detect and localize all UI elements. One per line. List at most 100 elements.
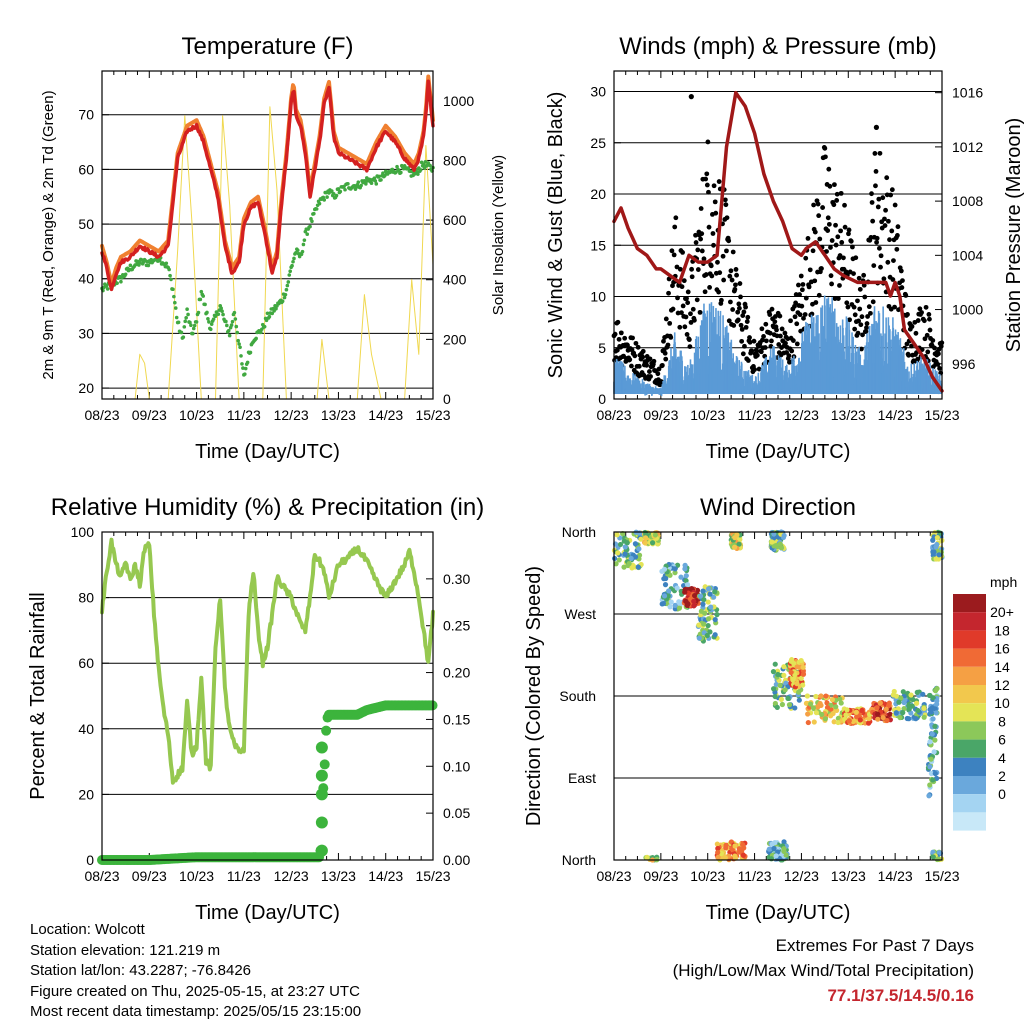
direction-point [736,541,742,547]
gust-point [838,190,844,196]
gust-point [857,306,863,312]
direction-point [928,756,934,762]
direction-point [782,687,788,693]
gust-point [754,352,760,358]
gust-point [666,290,671,296]
direction-point [732,843,738,849]
gust-point [733,267,739,272]
direction-point [691,603,697,609]
gust-point [813,300,819,305]
gust-point [726,238,732,244]
colorbar-label: 16 [994,641,1010,657]
gust-point [881,276,887,282]
dewpoint-point [364,182,368,186]
colorbar-swatch [953,776,986,795]
panel-2: Winds (mph) & Pressure (mb) Time (Day/UTC… [545,33,1024,463]
dewpoint-point [241,366,245,370]
gust-point [728,268,734,274]
precip-point [315,741,328,754]
y-tick-label-right: 600 [443,212,467,228]
gust-point [681,278,687,284]
gust-point [724,248,729,254]
colorbar-label: 0 [998,786,1006,802]
gust-point [693,232,698,238]
gust-point [841,255,846,261]
gust-point [640,348,646,354]
precip-point [319,759,330,770]
gust-point [731,323,737,328]
direction-point [807,701,814,707]
gust-point [745,314,751,320]
gust-point [760,337,765,343]
direction-point [887,711,893,717]
y-tick-label-left: 0 [598,391,606,407]
gust-point [689,266,694,272]
dewpoint-point [146,263,151,268]
gust-point [799,303,805,309]
gust-point [767,330,773,336]
x-tick-label: 12/23 [274,868,309,884]
gust-point [906,352,912,358]
gust-point [680,303,686,309]
direction-point [805,711,811,717]
gust-point [820,205,826,210]
direction-point [932,737,938,743]
dewpoint-point [291,259,295,264]
gust-point [870,299,876,305]
direction-point [874,705,880,711]
chart-title: Wind Direction [700,494,856,521]
direction-point [810,705,816,711]
gust-point [670,306,676,312]
dewpoint-point [325,195,329,199]
direction-point [649,540,656,546]
direction-point [929,731,935,737]
dewpoint-point [292,256,296,261]
dewpoint-point [208,327,213,332]
direction-point [781,532,787,539]
direction-point [770,686,777,692]
dewpoint-point [312,211,316,216]
gust-point [806,284,812,290]
gust-point [763,321,769,327]
direction-point [681,582,687,589]
direction-point [736,846,742,852]
direction-point [921,714,927,720]
direction-point [816,702,822,708]
gust-point [812,229,818,235]
dewpoint-point [294,251,298,255]
dewpoint-point [243,366,248,371]
gust-point [772,319,778,325]
gust-point [688,311,693,317]
gust-point [730,249,736,255]
y-tick-label-right: 800 [443,152,467,168]
y-axis-label: Direction (Colored By Speed) [523,566,545,826]
gust-point [844,300,850,306]
direction-point [662,582,669,588]
gust-point [742,343,747,349]
gust-point [835,234,841,240]
gust-point [739,326,745,332]
gust-point [829,238,835,243]
colorbar-swatch [953,812,986,831]
gust-point [872,151,878,156]
y-tick-label-left: South [559,688,596,704]
precip-point [315,844,328,857]
direction-point [773,853,779,859]
gust-point [809,311,815,317]
direction-point [936,552,942,558]
direction-point [857,717,863,723]
gust-point [701,256,707,262]
gust-point [870,218,876,224]
gust-point [695,267,701,272]
direction-point [644,854,650,860]
dewpoint-point [185,307,189,312]
gust-point [772,314,778,319]
gust-point [932,345,937,351]
direction-point [682,562,688,568]
direction-point [828,713,834,719]
gust-point [936,351,941,357]
gust-point [816,292,822,298]
direction-point [824,705,831,711]
dewpoint-point [221,312,225,317]
gust-point [655,371,661,377]
